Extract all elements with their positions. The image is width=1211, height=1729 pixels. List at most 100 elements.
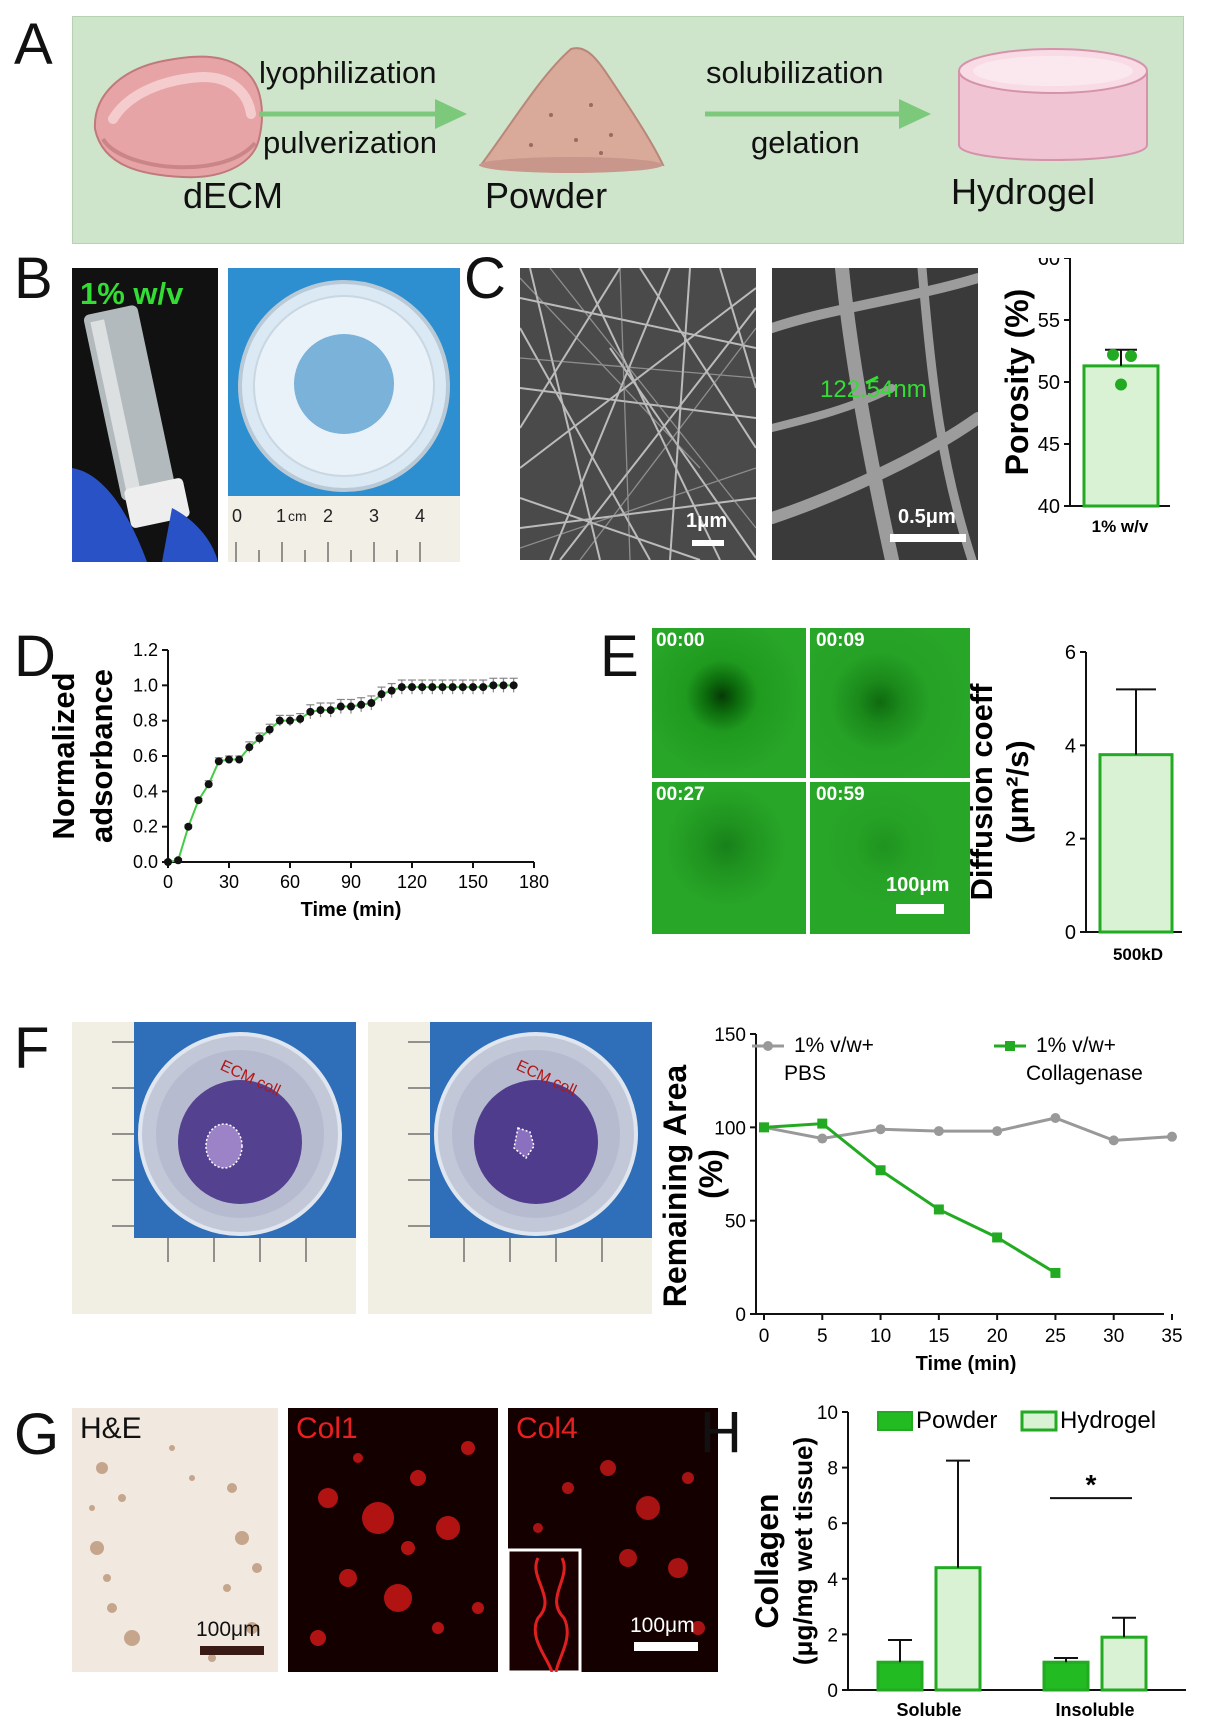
collagen-content-chart: 0 2 4 6 8 10 Soluble Insoluble * Powder Hydrogel Co… — [749, 1403, 1186, 1720]
col1-stain-image: Col1 — [288, 1408, 498, 1672]
h-significance-star: * — [1086, 1469, 1097, 1500]
e-y-tick-label: 0 — [1065, 922, 1076, 944]
stage-powder-label: Powder — [485, 175, 608, 216]
frap-image-grid: 00:00 00:09 00:27 00:59 100μm — [652, 628, 970, 934]
f-x-tick-label: 0 — [759, 1326, 770, 1347]
c-data-point — [1107, 348, 1119, 361]
f-y-tick-label: 100 — [714, 1118, 746, 1139]
frap-scale-bar — [896, 904, 944, 914]
panel-label-b: B — [14, 246, 53, 311]
f-series-line-2 — [763, 1122, 1057, 1275]
d-data-point — [296, 714, 305, 723]
col1-label: Col1 — [296, 1412, 358, 1445]
he-stain-image: H&E 100μm — [72, 1408, 278, 1672]
f-series-2-point — [817, 1118, 828, 1129]
f-x-tick-label: 25 — [1045, 1326, 1066, 1347]
frap-frame-3: 00:27 — [652, 782, 806, 934]
step1-top-label: lyophilization — [259, 55, 437, 90]
e-y-axis-title-1: Diffusion coeff — [970, 683, 999, 901]
panel-label-e: E — [600, 624, 639, 689]
d-data-point — [225, 755, 233, 764]
d-data-point — [479, 683, 488, 692]
d-y-axis-title-2: adsorbance — [84, 669, 119, 843]
d-data-point — [387, 686, 396, 695]
h-category-label: Insoluble — [1055, 1700, 1134, 1720]
d-data-point — [489, 681, 498, 690]
h-y-tick-label: 4 — [827, 1570, 838, 1591]
frap-time-4: 00:59 — [816, 784, 865, 805]
f-y-tick-label: 150 — [714, 1025, 746, 1046]
d-data-point — [204, 780, 213, 789]
d-data-point — [499, 681, 508, 690]
d-x-tick-label: 0 — [163, 872, 173, 892]
d-data-point — [347, 702, 355, 711]
d-data-point — [367, 699, 376, 708]
ruler-tick-0: 0 — [232, 506, 243, 526]
workflow-banner: dECM lyophilization pulverization Powder… — [72, 16, 1184, 244]
f-series-line-1 — [763, 1116, 1173, 1142]
d-data-point — [306, 707, 315, 716]
c-y-axis-title: Porosity (%) — [999, 289, 1035, 476]
c-y-tick-label: 45 — [1038, 434, 1060, 456]
frap-time-3: 00:27 — [656, 784, 705, 805]
h-legend-marker-powder — [877, 1411, 913, 1431]
d-data-point — [214, 757, 223, 766]
d-y-tick-label: 0.8 — [133, 711, 158, 731]
d-y-tick-label: 1.0 — [133, 675, 158, 695]
c-data-point — [1125, 349, 1137, 362]
col4-label: Col4 — [516, 1412, 578, 1445]
f-x-axis-title: Time (min) — [916, 1353, 1017, 1375]
f-series-1-point — [933, 1126, 944, 1137]
d-y-tick-label: 0.2 — [133, 817, 158, 837]
f-legend-label-2-a: 1% v/w+ — [1036, 1034, 1116, 1057]
vial-concentration-label: 1% w/v — [80, 276, 184, 311]
d-data-point — [408, 683, 416, 692]
frap-time-2: 00:09 — [816, 630, 865, 651]
sem-scale-bar-1-label: 1μm — [686, 510, 728, 532]
c-data-point — [1115, 378, 1127, 391]
col4-scale-label: 100μm — [630, 1614, 695, 1637]
degradation-photo-after: ECM coll — [368, 1022, 652, 1314]
d-data-point — [184, 822, 193, 831]
he-label: H&E — [80, 1412, 142, 1445]
f-legend-marker-1 — [763, 1041, 773, 1051]
d-y-tick-label: 0.4 — [133, 781, 158, 801]
frap-time-1: 00:00 — [656, 630, 705, 651]
h-y-tick-label: 6 — [827, 1514, 838, 1535]
h-y-tick-label: 8 — [827, 1459, 838, 1480]
degradation-photo-before: ECM coll — [72, 1022, 356, 1314]
f-legend-label-1-b: PBS — [784, 1062, 826, 1085]
sem-image-high-mag: 122.54nm 0.5μm — [772, 268, 978, 560]
d-data-point — [275, 716, 284, 725]
d-x-tick-label: 180 — [519, 872, 549, 892]
f-series-1-point — [875, 1124, 886, 1135]
d-data-point — [255, 734, 264, 743]
d-x-tick-label: 30 — [219, 872, 239, 892]
d-data-point — [418, 683, 427, 692]
f-x-tick-label: 20 — [987, 1326, 1008, 1347]
fiber-diameter-label: 122.54nm — [820, 376, 927, 403]
f-y-axis-title-1: Remaining Area — [657, 1065, 693, 1308]
decm-tissue-illustration — [93, 55, 263, 179]
panel-label-g: G — [14, 1402, 60, 1467]
h-bar-insoluble-powder — [1042, 1660, 1090, 1692]
ruler-tick-4: 4 — [415, 506, 426, 526]
ruler-tick-cm: cm — [288, 508, 307, 524]
h-y-axis-title-2: (μg/mg wet tissue) — [788, 1437, 818, 1665]
d-y-tick-label: 0.0 — [133, 852, 158, 872]
d-x-tick-label: 60 — [280, 872, 300, 892]
f-series-2-point — [875, 1165, 886, 1176]
frap-scale-label: 100μm — [886, 874, 950, 896]
frap-frame-1: 00:00 — [652, 628, 806, 778]
degradation-line-chart: 0 50 100 150 0 5 10 15 20 25 30 35 1% v/w+ PBS 1% v/w+… — [657, 1025, 1183, 1375]
stage-decm-label: dECM — [183, 175, 284, 216]
h-y-axis-title-1: Collagen — [749, 1493, 785, 1628]
d-data-point — [448, 683, 457, 692]
h-category-label: Soluble — [896, 1700, 961, 1720]
d-data-point — [194, 796, 203, 805]
dish-photo: 0 1 cm 2 3 4 — [228, 268, 460, 562]
step2-top-label: solubilization — [706, 55, 884, 90]
d-x-axis-title: Time (min) — [301, 899, 402, 921]
d-y-axis-title-1: Normalized — [46, 672, 81, 839]
f-legend-label-2-b: Collagenase — [1026, 1062, 1143, 1085]
